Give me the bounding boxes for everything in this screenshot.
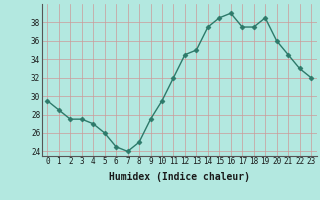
X-axis label: Humidex (Indice chaleur): Humidex (Indice chaleur)	[109, 172, 250, 182]
